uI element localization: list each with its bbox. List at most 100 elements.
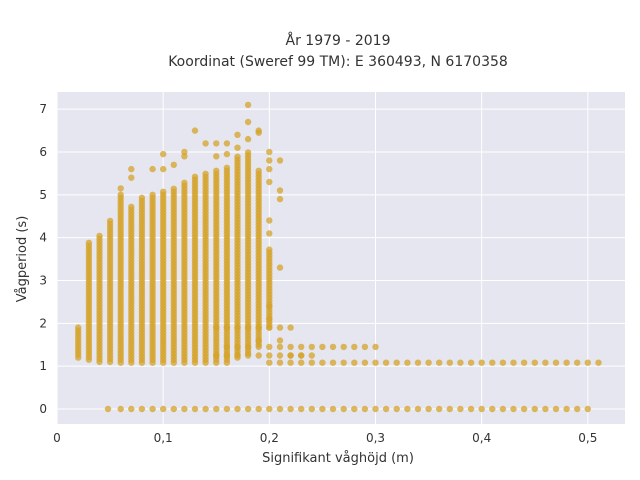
data-point	[308, 405, 315, 413]
tick-labels: 0 0,1 0,2 0,3 0,4 0,5 0 1 2 3 4 5 6 7	[39, 102, 597, 445]
data-point	[319, 405, 326, 413]
data-point	[563, 405, 570, 413]
data-point	[266, 303, 273, 310]
data-point	[223, 324, 231, 331]
data-point	[531, 405, 538, 413]
data-point	[234, 324, 241, 331]
x-tick-label: 0,5	[578, 431, 597, 445]
data-point	[404, 359, 411, 366]
data-point	[128, 405, 135, 413]
data-point	[213, 167, 220, 174]
data-point	[255, 405, 262, 413]
data-point	[160, 405, 167, 413]
data-point	[340, 343, 347, 351]
data-point	[520, 405, 528, 413]
y-tick-label: 0	[39, 402, 47, 416]
data-point	[213, 324, 220, 331]
data-point	[372, 405, 379, 413]
data-point	[266, 405, 273, 413]
data-point	[542, 359, 549, 366]
data-point	[382, 359, 390, 366]
data-point	[117, 185, 124, 192]
data-point	[276, 187, 284, 194]
data-point	[266, 148, 273, 156]
data-point	[499, 405, 507, 413]
data-point	[138, 405, 146, 413]
data-point	[298, 343, 305, 351]
data-point	[329, 405, 337, 413]
data-point	[425, 359, 432, 366]
data-point	[181, 179, 188, 186]
data-point	[244, 135, 252, 143]
data-point	[276, 352, 284, 359]
data-point	[170, 185, 177, 192]
data-point	[213, 153, 220, 160]
data-points	[75, 101, 602, 413]
data-point	[542, 405, 549, 413]
data-point	[160, 188, 167, 195]
data-point	[85, 239, 93, 246]
data-point	[191, 173, 199, 180]
data-point	[340, 405, 347, 413]
data-point	[393, 359, 400, 366]
data-point	[329, 343, 337, 351]
data-point	[276, 195, 284, 203]
data-point	[234, 153, 241, 160]
data-point	[340, 359, 347, 366]
y-tick-label: 6	[39, 145, 47, 159]
data-point	[489, 359, 496, 366]
x-tick-label: 0,3	[366, 431, 385, 445]
y-tick-label: 7	[39, 102, 47, 116]
data-point	[213, 140, 220, 147]
data-point	[308, 352, 315, 359]
data-point	[414, 359, 422, 366]
data-point	[149, 165, 156, 173]
data-point	[276, 337, 284, 344]
data-point	[298, 352, 305, 359]
data-point	[329, 359, 337, 366]
data-point	[223, 164, 231, 171]
y-tick-label: 1	[39, 359, 47, 373]
data-point	[404, 405, 411, 413]
data-point	[361, 405, 369, 413]
data-point	[276, 343, 284, 351]
y-tick-label: 4	[39, 231, 47, 245]
data-point	[266, 359, 273, 366]
data-point	[160, 165, 167, 173]
data-point	[467, 359, 475, 366]
data-point	[382, 405, 390, 413]
data-point	[266, 324, 273, 331]
data-point	[287, 359, 294, 366]
data-point	[425, 405, 432, 413]
data-point	[574, 405, 581, 413]
data-point	[223, 140, 231, 147]
data-point	[552, 405, 560, 413]
data-point	[499, 359, 507, 366]
x-tick-label: 0,1	[154, 431, 173, 445]
data-point	[276, 157, 284, 164]
data-point	[276, 359, 284, 366]
data-point	[351, 343, 358, 351]
data-point	[117, 191, 124, 198]
data-point	[266, 315, 273, 323]
data-point	[170, 161, 177, 168]
data-point	[202, 170, 209, 177]
data-point	[478, 359, 485, 366]
data-point	[276, 405, 284, 413]
data-point	[255, 324, 262, 331]
data-point	[574, 359, 581, 366]
data-point	[478, 405, 485, 413]
data-point	[372, 359, 379, 366]
data-point	[510, 405, 517, 413]
data-point	[457, 405, 464, 413]
data-point	[117, 405, 124, 413]
data-point	[531, 359, 538, 366]
data-point	[351, 405, 358, 413]
data-point	[276, 264, 284, 271]
data-point	[457, 359, 464, 366]
data-point	[160, 150, 167, 158]
data-point	[234, 131, 241, 138]
data-point	[106, 217, 114, 225]
